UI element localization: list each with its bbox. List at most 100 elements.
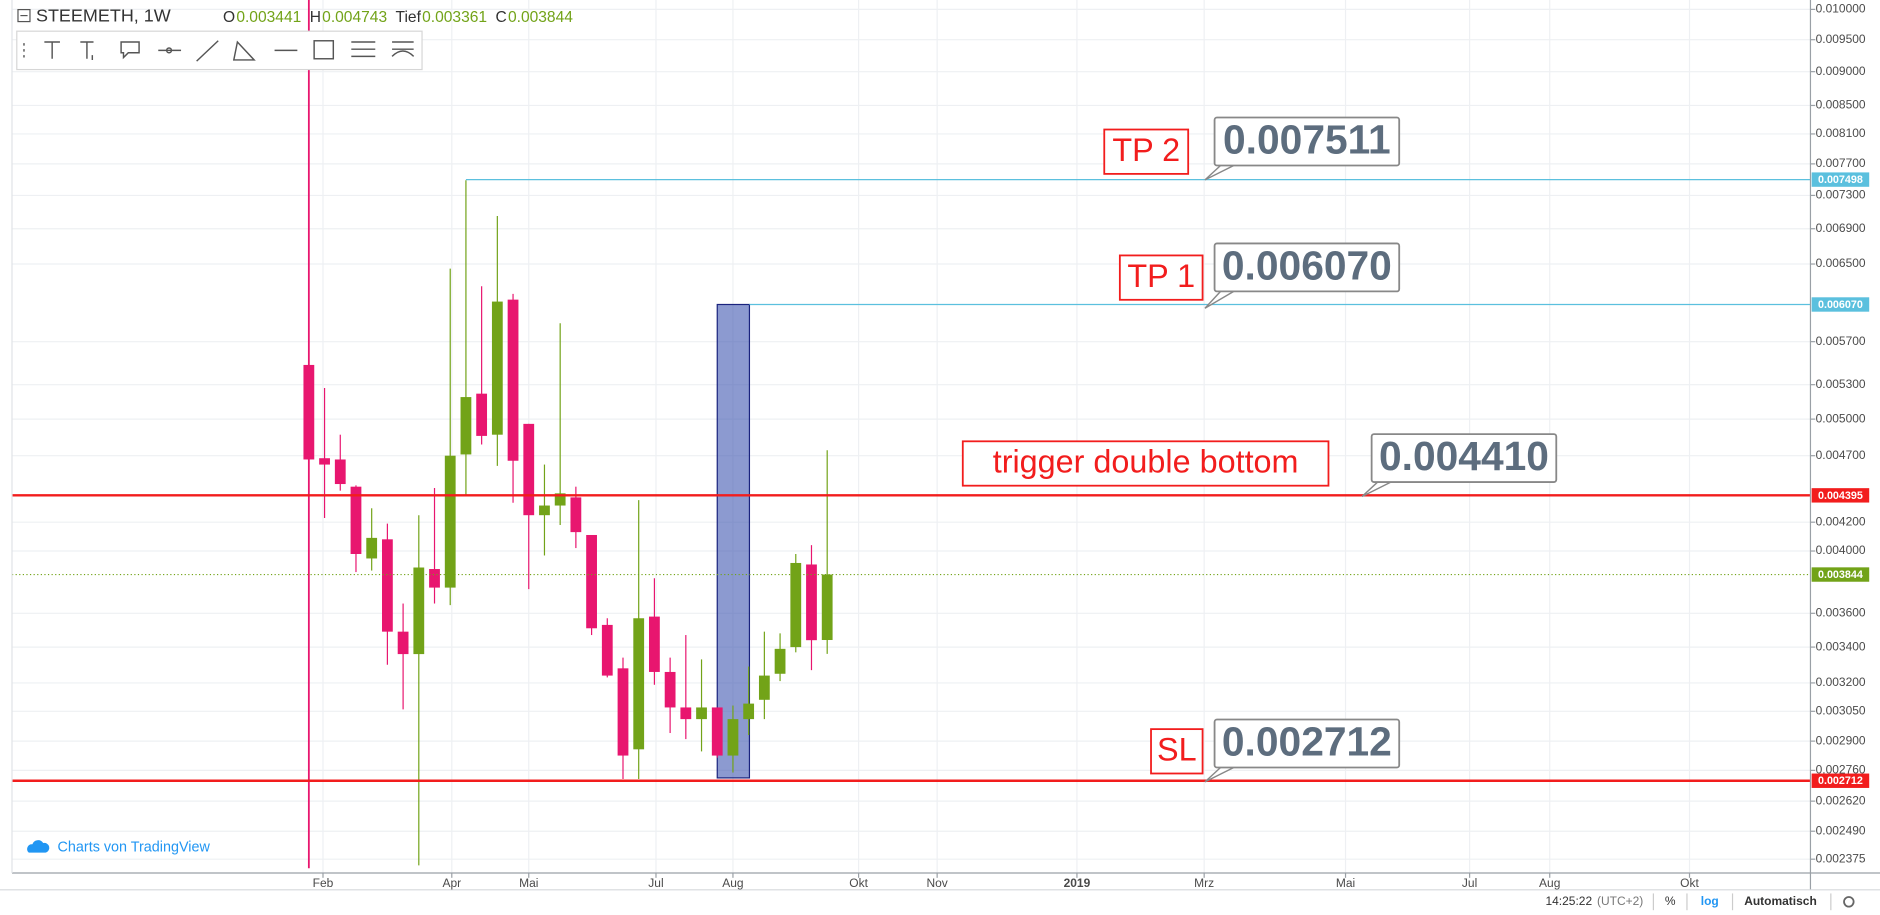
price-marker-label: 0.004395 (1818, 490, 1863, 502)
price-marker (1811, 567, 1870, 582)
candle-body (381, 539, 393, 632)
candle-body (790, 562, 802, 648)
candle-body (821, 574, 833, 641)
candle-body (570, 497, 582, 533)
toolbar-panel (16, 30, 423, 71)
ohlc-label: H (310, 9, 321, 26)
settings-icon[interactable] (1843, 896, 1855, 908)
candle-body (366, 537, 378, 559)
log-toggle[interactable]: log (1701, 894, 1719, 908)
timezone[interactable]: (UTC+2) (1597, 894, 1643, 908)
candle-body (601, 624, 613, 676)
x-tick-label: Aug (1539, 876, 1560, 890)
annotation-box (961, 440, 1330, 487)
price-marker (1811, 773, 1870, 788)
callout-box (1213, 116, 1401, 167)
y-tick-label: 0.008500 (1816, 98, 1866, 112)
callout-box (1213, 718, 1401, 769)
candle-body (350, 486, 362, 554)
annotation-box (1118, 254, 1204, 301)
callout-box (1370, 433, 1558, 483)
y-tick-label: 0.010000 (1816, 2, 1866, 16)
y-tick-label: 0.002760 (1816, 763, 1866, 777)
branding-text[interactable]: Charts von TradingView (58, 840, 211, 856)
x-tick-label: Feb (313, 876, 334, 890)
annotation-text: TP 1 (1127, 258, 1195, 294)
candle-body (617, 668, 629, 756)
callout-pointer (1361, 481, 1392, 498)
y-tick-label: 0.004700 (1816, 448, 1866, 462)
price-marker-label: 0.003844 (1818, 569, 1863, 581)
y-tick-label: 0.006500 (1816, 256, 1866, 270)
tool-text[interactable] (44, 41, 60, 59)
percent-toggle[interactable]: % (1665, 894, 1676, 908)
y-tick-label: 0.006900 (1816, 221, 1866, 235)
ohlc-label: O (223, 9, 235, 26)
price-marker-label: 0.006070 (1818, 299, 1863, 311)
candle-body (476, 393, 488, 436)
legend-header: STEEMETH, 1W O 0.003441 H 0.004743 Tief 0.003… (17, 6, 573, 26)
candle-body (523, 423, 535, 516)
symbol[interactable]: STEEMETH, 1W (36, 6, 171, 26)
y-tick-label: 0.003400 (1816, 639, 1866, 653)
x-tick-label: Mrz (1194, 876, 1214, 890)
ohlc-value: 0.003441 (236, 9, 301, 26)
ohlc-value: 0.003361 (422, 9, 487, 26)
y-tick-label: 0.003200 (1816, 675, 1866, 689)
candle-body (460, 397, 472, 455)
tool-trend-line[interactable] (196, 40, 219, 62)
annotation-text: trigger double bottom (993, 444, 1299, 480)
tool-anchored-text[interactable] (80, 41, 94, 60)
x-tick-label: Mai (519, 876, 538, 890)
ohlc-values: O 0.003441 H 0.004743 Tief 0.003361 C 0.003844 (223, 9, 573, 26)
y-tick-label: 0.009500 (1816, 32, 1866, 46)
auto-toggle[interactable]: Automatisch (1744, 894, 1817, 908)
tool-callout[interactable] (120, 41, 140, 60)
y-tick-label: 0.002620 (1816, 793, 1866, 807)
candle-body (554, 493, 566, 506)
ohlc-label: C (495, 9, 506, 26)
branding: Charts von TradingView (27, 840, 211, 856)
tool-rectangle[interactable] (313, 40, 335, 60)
annotation-text: TP 2 (1112, 132, 1180, 168)
callout-pointer (1204, 766, 1235, 783)
candle-body (507, 299, 519, 461)
y-tick-label: 0.005700 (1816, 334, 1866, 348)
callout-text: 0.006070 (1222, 242, 1392, 288)
candle-body (413, 567, 425, 655)
price-marker-label: 0.007498 (1818, 174, 1863, 186)
candle-body (649, 616, 660, 672)
candle-body (429, 569, 440, 588)
y-tick-label: 0.005300 (1816, 377, 1866, 391)
candle-body (727, 719, 739, 756)
y-tick-label: 0.008100 (1816, 126, 1866, 140)
candle-body (586, 534, 597, 629)
candle-body (397, 631, 409, 655)
collapse-icon[interactable] (17, 8, 31, 23)
candle-body (680, 707, 692, 720)
highlight-box (716, 303, 751, 779)
candle-body (334, 459, 346, 485)
callout-pointer (1204, 164, 1235, 181)
callout-box (1213, 242, 1401, 293)
x-tick-label: Okt (1680, 876, 1699, 890)
candle-body (774, 648, 786, 674)
ohlc-label: Tief (396, 9, 422, 26)
callout-text: 0.007511 (1223, 116, 1391, 162)
clock: 14:25:22 (1545, 894, 1592, 908)
y-tick-label: 0.005000 (1816, 411, 1866, 425)
x-tick-label: Okt (849, 876, 868, 890)
tool-triangle[interactable] (232, 40, 256, 61)
candle-body (633, 618, 645, 750)
candle-body (319, 458, 330, 465)
candle-body (444, 455, 456, 588)
x-tick-label: Aug (722, 876, 743, 890)
y-tick-label: 0.003600 (1816, 605, 1866, 619)
tool-fib-ext[interactable] (391, 41, 415, 57)
candle-body (696, 707, 707, 720)
candle-body (303, 364, 315, 460)
y-tick-label: 0.003050 (1816, 703, 1866, 717)
price-marker (1811, 297, 1870, 312)
tool-fib[interactable] (351, 41, 376, 58)
